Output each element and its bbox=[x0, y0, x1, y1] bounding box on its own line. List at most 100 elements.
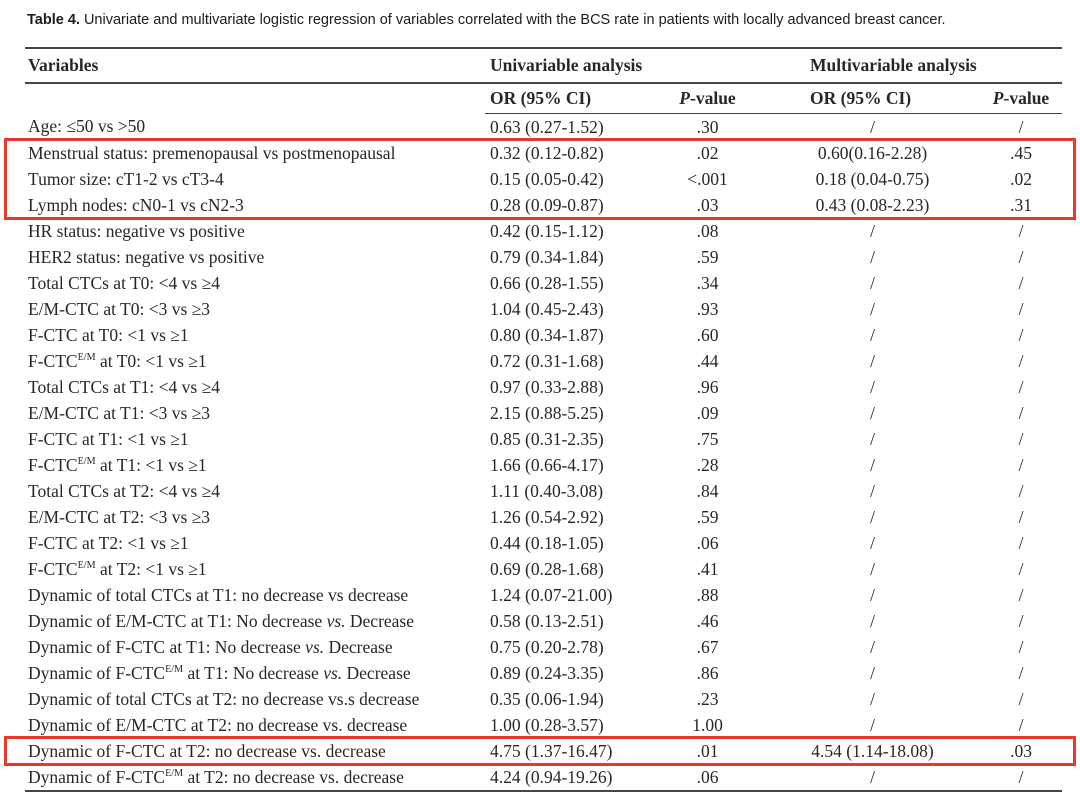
cell-variable: Dynamic of E/M-CTC at T2: no decrease vs… bbox=[28, 714, 408, 735]
cell-univariable-or: 0.66 (0.28-1.55) bbox=[490, 272, 604, 293]
cell-univariable-p: .41 bbox=[696, 558, 719, 579]
table-row: Dynamic of F-CTCE/M at T1: No decrease v… bbox=[25, 660, 1062, 686]
cell-univariable-or: 4.75 (1.37-16.47) bbox=[490, 740, 613, 761]
cell-multivariable-p: / bbox=[1018, 220, 1024, 241]
cell-multivariable-p: / bbox=[1018, 636, 1024, 657]
cell-variable: Dynamic of F-CTC at T2: no decrease vs. … bbox=[28, 740, 386, 761]
cell-univariable-p: .88 bbox=[696, 584, 719, 605]
cell-multivariable-p: / bbox=[1018, 402, 1024, 423]
table-row: Menstrual status: premenopausal vs postm… bbox=[25, 140, 1062, 166]
table-row: F-CTC at T2: <1 vs ≥1 0.44 (0.18-1.05) .… bbox=[25, 530, 1062, 556]
cell-variable: F-CTC at T1: <1 vs ≥1 bbox=[28, 428, 189, 449]
cell-multivariable-p: / bbox=[1018, 350, 1024, 371]
cell-multivariable-p: / bbox=[1018, 298, 1024, 319]
header-variables: Variables bbox=[25, 48, 485, 84]
table-row: HER2 status: negative vs positive 0.79 (… bbox=[25, 244, 1062, 270]
cell-univariable-p: .09 bbox=[696, 402, 719, 423]
header-univariable-p-value: P-value bbox=[650, 83, 765, 114]
cell-univariable-p: .84 bbox=[696, 480, 719, 501]
cell-multivariable-p: / bbox=[1018, 584, 1024, 605]
cell-univariable-p: <.001 bbox=[687, 168, 728, 189]
table-row: Dynamic of F-CTCE/M at T2: no decrease v… bbox=[25, 764, 1062, 791]
cell-variable: F-CTC at T0: <1 vs ≥1 bbox=[28, 324, 189, 345]
cell-multivariable-or: / bbox=[870, 636, 875, 657]
cell-multivariable-or: / bbox=[870, 558, 875, 579]
cell-univariable-or: 1.66 (0.66-4.17) bbox=[490, 454, 604, 475]
cell-univariable-p: .59 bbox=[696, 246, 719, 267]
table-caption-label: Table 4. bbox=[27, 12, 80, 28]
cell-multivariable-or: / bbox=[870, 454, 875, 475]
cell-univariable-p: .86 bbox=[696, 662, 719, 683]
cell-univariable-or: 0.79 (0.34-1.84) bbox=[490, 246, 604, 267]
cell-univariable-or: 0.80 (0.34-1.87) bbox=[490, 324, 604, 345]
cell-variable: HER2 status: negative vs positive bbox=[28, 246, 265, 267]
cell-variable: Total CTCs at T1: <4 vs ≥4 bbox=[28, 376, 220, 397]
cell-univariable-or: 0.63 (0.27-1.52) bbox=[490, 116, 604, 137]
cell-univariable-or: 4.24 (0.94-19.26) bbox=[490, 766, 613, 787]
cell-univariable-p: .06 bbox=[696, 766, 719, 787]
cell-univariable-p: .67 bbox=[696, 636, 719, 657]
cell-multivariable-p: .02 bbox=[1010, 168, 1032, 189]
cell-multivariable-or: / bbox=[870, 324, 875, 345]
cell-univariable-or: 0.72 (0.31-1.68) bbox=[490, 350, 604, 371]
cell-variable: F-CTC at T2: <1 vs ≥1 bbox=[28, 532, 189, 553]
cell-multivariable-p: / bbox=[1018, 324, 1024, 345]
table-row: Lymph nodes: cN0-1 vs cN2-3 0.28 (0.09-0… bbox=[25, 192, 1062, 218]
cell-univariable-p: .23 bbox=[696, 688, 719, 709]
cell-multivariable-or: / bbox=[870, 688, 875, 709]
cell-variable: Dynamic of total CTCs at T1: no decrease… bbox=[28, 584, 409, 605]
cell-multivariable-p: / bbox=[1018, 428, 1024, 449]
cell-univariable-or: 0.75 (0.20-2.78) bbox=[490, 636, 604, 657]
cell-variable: F-CTCE/M at T0: <1 vs ≥1 bbox=[28, 350, 207, 371]
cell-multivariable-or: / bbox=[870, 480, 875, 501]
table-row: Dynamic of F-CTC at T2: no decrease vs. … bbox=[25, 738, 1062, 764]
cell-multivariable-p: / bbox=[1018, 662, 1024, 683]
header-univariable-analysis: Univariable analysis bbox=[485, 48, 765, 84]
cell-multivariable-or: / bbox=[870, 428, 875, 449]
cell-univariable-or: 1.04 (0.45-2.43) bbox=[490, 298, 604, 319]
cell-multivariable-or: / bbox=[870, 714, 875, 735]
table-row: Dynamic of E/M-CTC at T2: no decrease vs… bbox=[25, 712, 1062, 738]
cell-multivariable-p: / bbox=[1018, 688, 1024, 709]
table-row: Dynamic of total CTCs at T2: no decrease… bbox=[25, 686, 1062, 712]
header-univariable-or-ci: OR (95% CI) bbox=[485, 83, 650, 114]
cell-univariable-or: 2.15 (0.88-5.25) bbox=[490, 402, 604, 423]
cell-multivariable-or: / bbox=[870, 246, 875, 267]
cell-multivariable-or: / bbox=[870, 402, 875, 423]
table-row: Total CTCs at T1: <4 vs ≥4 0.97 (0.33-2.… bbox=[25, 374, 1062, 400]
cell-variable: Dynamic of F-CTCE/M at T1: No decrease v… bbox=[28, 662, 411, 683]
cell-multivariable-p: / bbox=[1018, 480, 1024, 501]
cell-univariable-p: .06 bbox=[696, 532, 719, 553]
cell-univariable-p: .02 bbox=[696, 142, 719, 163]
table-row: HR status: negative vs positive 0.42 (0.… bbox=[25, 218, 1062, 244]
cell-univariable-p: .96 bbox=[696, 376, 719, 397]
cell-multivariable-p: / bbox=[1018, 506, 1024, 527]
cell-multivariable-p: .31 bbox=[1010, 194, 1032, 215]
table-row: Dynamic of E/M-CTC at T1: No decrease vs… bbox=[25, 608, 1062, 634]
table-row: Total CTCs at T2: <4 vs ≥4 1.11 (0.40-3.… bbox=[25, 478, 1062, 504]
cell-multivariable-p: / bbox=[1018, 454, 1024, 475]
header-multivariable-p-value: P-value bbox=[980, 83, 1062, 114]
cell-variable: Menstrual status: premenopausal vs postm… bbox=[28, 142, 396, 163]
table-row: Dynamic of total CTCs at T1: no decrease… bbox=[25, 582, 1062, 608]
cell-multivariable-p: / bbox=[1018, 766, 1024, 787]
cell-univariable-or: 0.15 (0.05-0.42) bbox=[490, 168, 604, 189]
cell-multivariable-or: / bbox=[870, 532, 875, 553]
cell-multivariable-or: 4.54 (1.14-18.08) bbox=[811, 740, 934, 761]
cell-variable: F-CTCE/M at T1: <1 vs ≥1 bbox=[28, 454, 207, 475]
cell-variable: E/M-CTC at T2: <3 vs ≥3 bbox=[28, 506, 210, 527]
cell-multivariable-or: / bbox=[870, 376, 875, 397]
cell-variable: E/M-CTC at T0: <3 vs ≥3 bbox=[28, 298, 210, 319]
table-caption: Table 4. Univariate and multivariate log… bbox=[27, 11, 1062, 30]
table-row: E/M-CTC at T0: <3 vs ≥3 1.04 (0.45-2.43)… bbox=[25, 296, 1062, 322]
table-row: E/M-CTC at T2: <3 vs ≥3 1.26 (0.54-2.92)… bbox=[25, 504, 1062, 530]
cell-univariable-or: 0.85 (0.31-2.35) bbox=[490, 428, 604, 449]
table-body: Age: ≤50 vs >50 0.63 (0.27-1.52) .30 / /… bbox=[25, 114, 1062, 792]
cell-multivariable-or: / bbox=[870, 766, 875, 787]
cell-variable: F-CTCE/M at T2: <1 vs ≥1 bbox=[28, 558, 207, 579]
cell-multivariable-or: 0.43 (0.08-2.23) bbox=[815, 194, 930, 215]
cell-variable: Lymph nodes: cN0-1 vs cN2-3 bbox=[28, 194, 244, 215]
table-caption-text: Univariate and multivariate logistic reg… bbox=[83, 12, 946, 28]
cell-univariable-p: .03 bbox=[696, 194, 719, 215]
cell-multivariable-p: / bbox=[1018, 272, 1024, 293]
